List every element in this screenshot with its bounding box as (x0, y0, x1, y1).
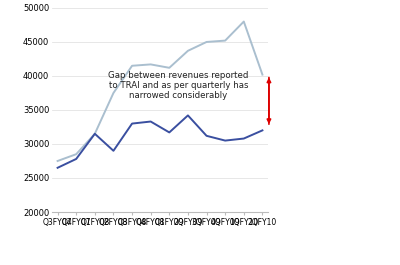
Text: Gap between revenues reported
to TRAI and as per quarterly has
narrowed consider: Gap between revenues reported to TRAI an… (108, 70, 248, 100)
